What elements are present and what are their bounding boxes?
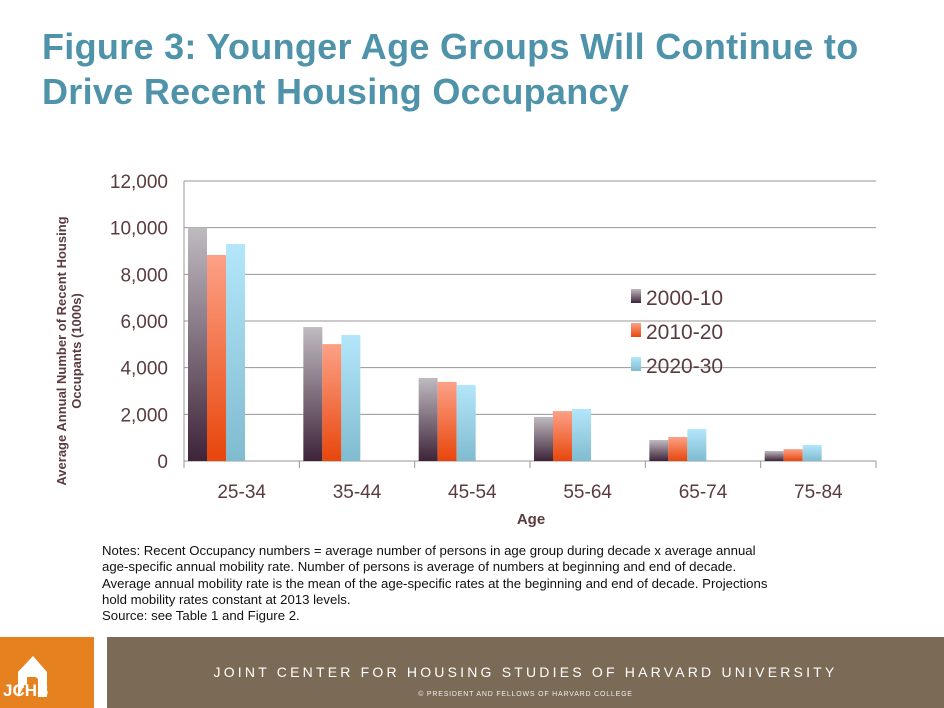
bar-2000-10-35-44 [303,327,323,461]
note-line: age-specific annual mobility rate. Numbe… [102,559,737,575]
x-axis-label: Age [517,511,545,528]
bar-2010-20-35-44 [322,344,342,461]
bar-2000-10-75-84 [764,450,784,461]
y-axis-label-line-1: Average Annual Number of Recent Housing [54,216,69,485]
y-axis-label: Average Annual Number of Recent HousingO… [54,216,84,485]
title-line-1: Figure 3: Younger Age Groups Will Contin… [42,26,859,67]
y-tick-label: 6,000 [120,312,168,333]
note-line: Average annual mobility rate is the mean… [102,575,768,591]
legend-label: 2010-20 [646,321,723,344]
bar-2010-20-55-64 [553,411,572,461]
bar-2000-10-25-34 [188,227,207,461]
y-axis-label-line-2: Occupants (1000s) [69,293,84,409]
bar-2010-20-75-84 [783,449,803,461]
bar-2020-30-65-74 [687,429,707,461]
y-tick-label: 0 [157,452,168,473]
y-tick-label: 12,000 [110,172,168,193]
jchs-logo: JCHS [0,637,94,708]
bar-2010-20-25-34 [207,254,226,461]
x-tick-label: 65-74 [679,482,728,503]
bar-2020-30-45-54 [456,384,476,461]
x-tick-label: 25-34 [217,482,266,503]
bar-2000-10-55-64 [534,416,553,461]
y-tick-label: 2,000 [120,405,168,426]
note-line: Notes: Recent Occupancy numbers = averag… [102,543,756,558]
footer-banner: JOINT CENTER FOR HOUSING STUDIES OF HARV… [107,637,944,708]
bar-chart: 0 2,000 4,000 6,000 8,000 10,000 12,000 25-34 35… [54,172,877,528]
legend-label: 2020-30 [646,355,723,378]
note-line: hold mobility rates constant at 2013 lev… [102,591,351,607]
y-tick-label: 8,000 [120,265,168,286]
y-tick-label: 4,000 [120,359,168,380]
house-icon [18,656,47,697]
legend-label: 2000-10 [646,287,723,310]
footer-organization: JOINT CENTER FOR HOUSING STUDIES OF HARV… [213,664,838,680]
legend-swatch [631,323,641,337]
legend-swatch [631,357,641,371]
bar-2010-20-65-74 [668,436,688,461]
legend-swatch [631,289,641,303]
x-tick-label: 75-84 [794,482,843,503]
y-tick-label: 10,000 [110,219,168,240]
title-line-2: Drive Recent Housing Occupancy [42,71,630,112]
bar-2020-30-75-84 [802,444,822,461]
logo-text: JCHS [3,681,49,700]
footer-copyright: © PRESIDENT AND FELLOWS OF HARVARD COLLE… [418,691,633,698]
bar-2000-10-45-54 [418,377,438,461]
x-tick-label: 45-54 [448,482,497,503]
source-line: Source: see Table 1 and Figure 2. [102,608,300,624]
chart-notes: Notes: Recent Occupancy numbers = averag… [102,543,862,624]
bar-2020-30-35-44 [341,335,361,461]
bar-2000-10-65-74 [649,440,669,461]
x-tick-label: 35-44 [333,482,382,503]
bar-2020-30-25-34 [226,244,245,461]
page-title: Figure 3: Younger Age Groups Will Contin… [42,24,859,114]
bar-2010-20-45-54 [437,381,457,461]
bar-2020-30-55-64 [572,408,591,461]
x-tick-label: 55-64 [563,482,612,503]
